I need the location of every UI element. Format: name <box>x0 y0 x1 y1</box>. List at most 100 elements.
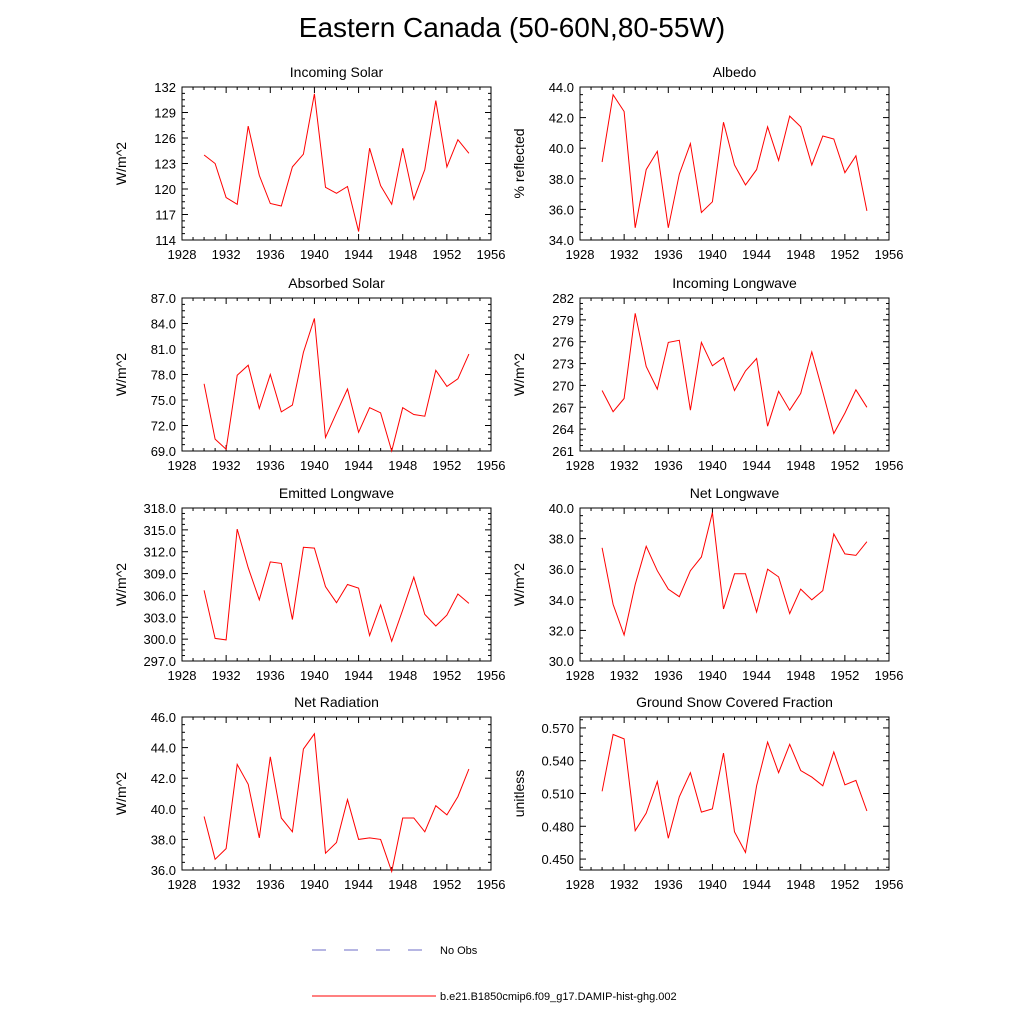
x-tick-label: 1952 <box>432 247 461 262</box>
chart-panel: Albedo % reflected 1928 1932 1936 1940 1944 194… <box>511 64 903 262</box>
x-tick-label: 1944 <box>344 458 373 473</box>
y-tick-label: 38.0 <box>151 832 176 847</box>
y-tick-label: 42.0 <box>151 771 176 786</box>
y-tick-label: 84.0 <box>151 317 176 332</box>
x-tick-label: 1952 <box>432 458 461 473</box>
x-tick-label: 1956 <box>477 247 506 262</box>
y-tick-label: 303.0 <box>143 610 176 625</box>
x-tick-label: 1928 <box>566 668 595 683</box>
x-tick-label: 1956 <box>477 458 506 473</box>
x-tick-label: 1956 <box>875 247 904 262</box>
y-tick-label: 0.540 <box>541 754 574 769</box>
x-tick-label: 1932 <box>610 247 639 262</box>
x-tick-label: 1952 <box>432 668 461 683</box>
y-tick-label: 75.0 <box>151 393 176 408</box>
chart-panel: Incoming Longwave W/m^2 1928 1932 1936 1940 19… <box>511 275 903 473</box>
plot-frame <box>181 507 492 662</box>
x-tick-label: 1936 <box>256 668 285 683</box>
x-tick-label: 1928 <box>566 247 595 262</box>
series-line <box>203 318 470 453</box>
y-tick-label: 72.0 <box>151 419 176 434</box>
x-tick-label: 1944 <box>742 458 771 473</box>
x-tick-label: 1936 <box>654 458 683 473</box>
chart-panel: Absorbed Solar W/m^2 1928 1932 1936 1940 1944 1… <box>113 275 505 473</box>
x-tick-label: 1940 <box>698 247 727 262</box>
chart-panel: Ground Snow Covered Fraction unitless 1928… <box>511 694 903 892</box>
x-tick-label: 1944 <box>344 247 373 262</box>
x-tick-label: 1936 <box>654 668 683 683</box>
x-tick-label: 1932 <box>212 877 241 892</box>
y-axis-label: W/m^2 <box>113 142 129 185</box>
x-tick-label: 1956 <box>477 877 506 892</box>
x-tick-label: 1948 <box>388 877 417 892</box>
x-tick-label: 1932 <box>212 668 241 683</box>
plot-frame <box>579 716 890 871</box>
x-tick-label: 1944 <box>742 668 771 683</box>
y-tick-label: 276 <box>552 335 574 350</box>
x-tick-label: 1936 <box>256 458 285 473</box>
series-line <box>601 93 868 228</box>
x-tick-label: 1936 <box>654 877 683 892</box>
series-line <box>601 512 868 637</box>
y-tick-label: 40.0 <box>151 802 176 817</box>
y-tick-label: 297.0 <box>143 654 176 669</box>
series-line <box>601 733 868 855</box>
x-tick-label: 1932 <box>610 668 639 683</box>
figure-title: Eastern Canada (50-60N,80-55W) <box>298 12 726 43</box>
y-tick-label: 267 <box>552 400 574 415</box>
series-line <box>203 528 470 643</box>
y-tick-label: 78.0 <box>151 368 176 383</box>
series-line <box>203 732 470 874</box>
y-tick-label: 270 <box>552 378 574 393</box>
panel-title: Emitted Longwave <box>279 485 394 501</box>
y-tick-label: 132 <box>154 80 176 95</box>
panel-title: Absorbed Solar <box>288 275 385 291</box>
x-tick-label: 1932 <box>212 247 241 262</box>
y-axis-label: W/m^2 <box>113 772 129 815</box>
panel-title: Incoming Longwave <box>672 275 797 291</box>
x-tick-label: 1952 <box>830 458 859 473</box>
chart-panel: Net Radiation W/m^2 1928 1932 1936 1940 1944 19… <box>113 694 505 892</box>
y-tick-label: 306.0 <box>143 588 176 603</box>
y-tick-label: 36.0 <box>549 562 574 577</box>
y-axis-label: unitless <box>511 770 527 817</box>
y-tick-label: 273 <box>552 357 574 372</box>
x-tick-label: 1928 <box>566 458 595 473</box>
x-tick-label: 1956 <box>875 877 904 892</box>
y-axis-label: W/m^2 <box>511 563 527 606</box>
y-tick-label: 0.480 <box>541 819 574 834</box>
y-tick-label: 44.0 <box>549 80 574 95</box>
x-tick-label: 1948 <box>786 247 815 262</box>
series-line <box>203 93 470 232</box>
y-tick-label: 81.0 <box>151 342 176 357</box>
y-tick-label: 38.0 <box>549 172 574 187</box>
panel-title: Incoming Solar <box>290 64 384 80</box>
panel-title: Net Longwave <box>690 485 780 501</box>
x-tick-label: 1944 <box>344 877 373 892</box>
y-tick-label: 0.450 <box>541 852 574 867</box>
x-tick-label: 1956 <box>875 458 904 473</box>
y-tick-label: 123 <box>154 157 176 172</box>
x-tick-label: 1928 <box>168 247 197 262</box>
y-tick-label: 0.570 <box>541 721 574 736</box>
x-tick-label: 1936 <box>256 247 285 262</box>
y-tick-label: 279 <box>552 313 574 328</box>
y-tick-label: 129 <box>154 106 176 121</box>
plot-frame <box>579 297 890 452</box>
x-tick-label: 1948 <box>388 247 417 262</box>
y-tick-label: 315.0 <box>143 523 176 538</box>
x-tick-label: 1940 <box>300 877 329 892</box>
x-tick-label: 1952 <box>432 877 461 892</box>
plot-frame <box>181 716 492 871</box>
y-tick-label: 46.0 <box>151 710 176 725</box>
y-tick-label: 38.0 <box>549 532 574 547</box>
y-tick-label: 300.0 <box>143 632 176 647</box>
y-axis-label: W/m^2 <box>113 353 129 396</box>
chart-panel: Net Longwave W/m^2 1928 1932 1936 1940 1944 194… <box>511 485 903 683</box>
y-tick-label: 114 <box>155 233 176 248</box>
x-tick-label: 1928 <box>566 877 595 892</box>
x-tick-label: 1928 <box>168 458 197 473</box>
y-tick-label: 69.0 <box>151 444 176 459</box>
